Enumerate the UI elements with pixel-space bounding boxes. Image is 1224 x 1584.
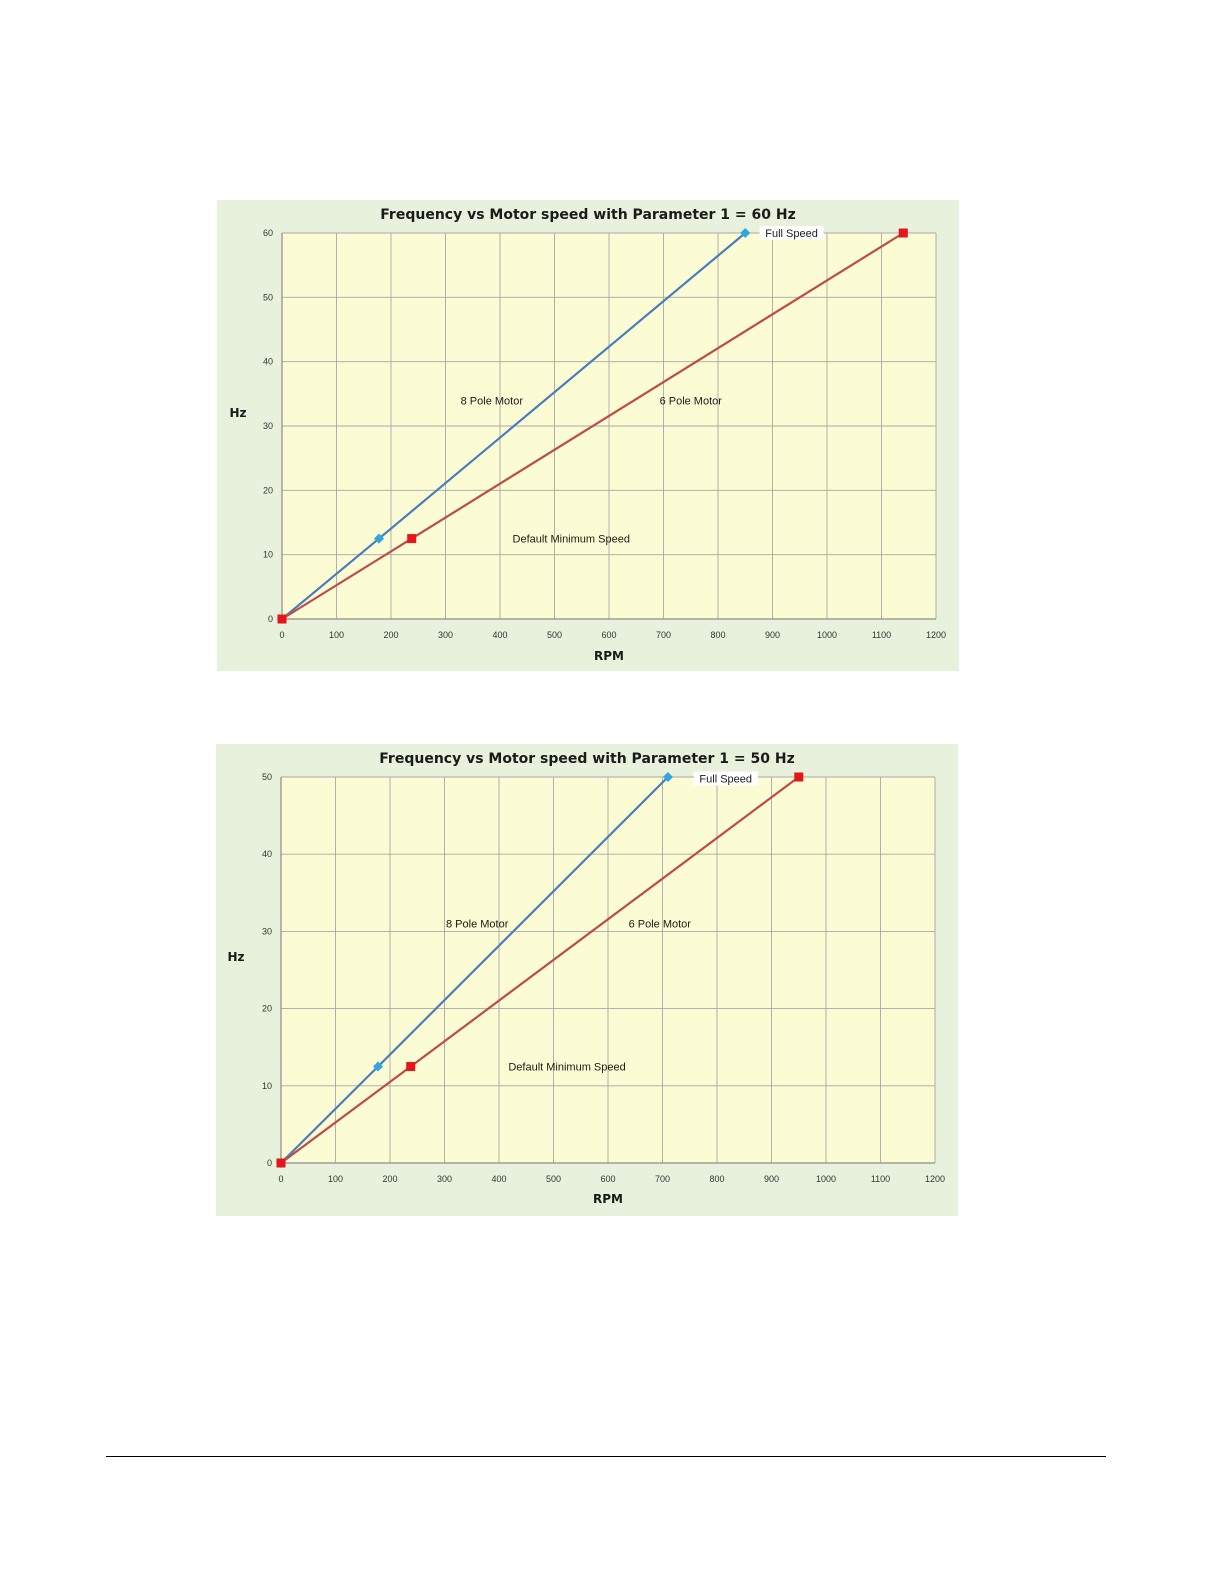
x-tick-label: 1200 xyxy=(926,630,946,640)
annotation-label: Default Minimum Speed xyxy=(513,534,630,546)
diamond-marker xyxy=(662,772,673,782)
y-tick-label: 20 xyxy=(263,485,273,495)
x-tick-label: 700 xyxy=(656,630,671,640)
x-tick-label: 100 xyxy=(328,1174,343,1184)
diamond-marker xyxy=(374,533,385,544)
x-tick-label: 200 xyxy=(383,630,398,640)
square-marker xyxy=(277,614,287,624)
chart-60hz-svg: 0 100 200 300 400 500 600 700 800 900 1000 1100 1200… xyxy=(217,200,959,671)
y-tick-label: 60 xyxy=(263,228,273,238)
x-tick-label: 500 xyxy=(547,630,562,640)
x-tick-label: 600 xyxy=(600,1174,615,1184)
y-tick-label: 10 xyxy=(263,550,273,560)
square-marker xyxy=(406,1062,416,1071)
diamond-marker xyxy=(740,228,751,238)
x-tick-label: 400 xyxy=(491,1174,506,1184)
y-axis-label: Hz xyxy=(229,406,246,420)
annotation-label: 8 Pole Motor xyxy=(461,395,524,407)
diamond-marker xyxy=(373,1061,384,1072)
y-tick-label: 0 xyxy=(268,614,273,624)
y-tick-label: 10 xyxy=(262,1081,272,1091)
x-tick-label: 0 xyxy=(279,630,284,640)
x-tick-label: 800 xyxy=(710,630,725,640)
x-tick-label: 800 xyxy=(709,1174,724,1184)
x-tick-label: 900 xyxy=(764,1174,779,1184)
y-tick-label: 50 xyxy=(263,292,273,302)
x-tick-label: 600 xyxy=(601,630,616,640)
y-tick-label: 40 xyxy=(263,357,273,367)
annotation-label: 6 Pole Motor xyxy=(660,395,723,407)
x-axis-label: RPM xyxy=(593,1192,623,1206)
square-marker xyxy=(898,228,908,238)
chart-50hz: 0 100 200 300 400 500 600 700 800 900 1000 1100 1200… xyxy=(216,744,958,1216)
annotation-label: 8 Pole Motor xyxy=(446,919,509,931)
y-tick-label: 40 xyxy=(262,849,272,859)
chart-title: Frequency vs Motor speed with Parameter … xyxy=(380,207,795,223)
y-tick-label: 0 xyxy=(267,1158,272,1168)
chart-50hz-svg: 0 100 200 300 400 500 600 700 800 900 1000 1100 1200… xyxy=(216,744,958,1216)
chart-title: Frequency vs Motor speed with Parameter … xyxy=(379,751,794,767)
x-tick-label: 300 xyxy=(437,1174,452,1184)
y-tick-label: 50 xyxy=(262,772,272,782)
x-tick-label: 1100 xyxy=(872,630,891,640)
x-tick-label: 700 xyxy=(655,1174,670,1184)
x-tick-label: 100 xyxy=(329,630,344,640)
square-marker xyxy=(794,772,804,782)
annotation-label: Full Speed xyxy=(765,228,818,240)
annotation-background xyxy=(759,226,824,240)
annotation-label: Full Speed xyxy=(699,774,752,786)
x-tick-label: 1000 xyxy=(816,1174,836,1184)
y-tick-label: 30 xyxy=(262,926,272,936)
x-tick-label: 1200 xyxy=(925,1174,945,1184)
x-tick-label: 1100 xyxy=(871,1174,890,1184)
x-tick-label: 1000 xyxy=(817,630,837,640)
x-tick-label: 500 xyxy=(546,1174,561,1184)
x-tick-label: 400 xyxy=(492,630,507,640)
annotation-label: Default Minimum Speed xyxy=(508,1062,625,1074)
footer-divider xyxy=(106,1456,1106,1457)
x-tick-label: 200 xyxy=(382,1174,397,1184)
y-axis-label: Hz xyxy=(227,950,244,964)
y-tick-label: 30 xyxy=(263,421,273,431)
chart-60hz: 0 100 200 300 400 500 600 700 800 900 1000 1100 1200… xyxy=(217,200,959,671)
x-axis-label: RPM xyxy=(594,649,624,663)
square-marker xyxy=(276,1158,286,1168)
square-marker xyxy=(407,534,417,544)
x-tick-label: 900 xyxy=(765,630,780,640)
annotation-label: 6 Pole Motor xyxy=(629,919,692,931)
y-tick-label: 20 xyxy=(262,1004,272,1014)
x-tick-label: 0 xyxy=(278,1174,283,1184)
annotation-background xyxy=(693,771,758,786)
x-tick-label: 300 xyxy=(438,630,453,640)
